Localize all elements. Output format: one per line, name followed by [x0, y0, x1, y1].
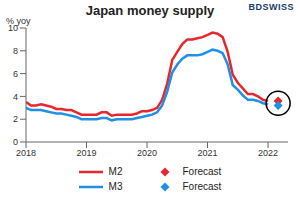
html-text:Forecast: Forecast	[182, 181, 222, 192]
html-text:% yoy: % yoy	[6, 16, 31, 26]
svg-text:2022: 2022	[258, 148, 278, 158]
svg-text:2021: 2021	[198, 148, 218, 158]
html-text:Japan money supply: Japan money supply	[85, 3, 215, 18]
svg-text:2: 2	[13, 114, 18, 124]
svg-text:8: 8	[13, 46, 18, 56]
svg-text:6: 6	[13, 69, 18, 79]
html-text:M2: M2	[108, 166, 123, 177]
svg-text:10: 10	[8, 23, 18, 33]
svg-text:2020: 2020	[137, 148, 157, 158]
svg-text:2018: 2018	[16, 148, 36, 158]
svg-text:2019: 2019	[76, 148, 96, 158]
html-text:Forecast: Forecast	[182, 166, 222, 177]
html-text:BDSWISS: BDSWISS	[248, 2, 294, 12]
html-text:M3: M3	[108, 181, 123, 192]
svg-text:0: 0	[13, 137, 18, 147]
svg-text:4: 4	[13, 92, 18, 102]
